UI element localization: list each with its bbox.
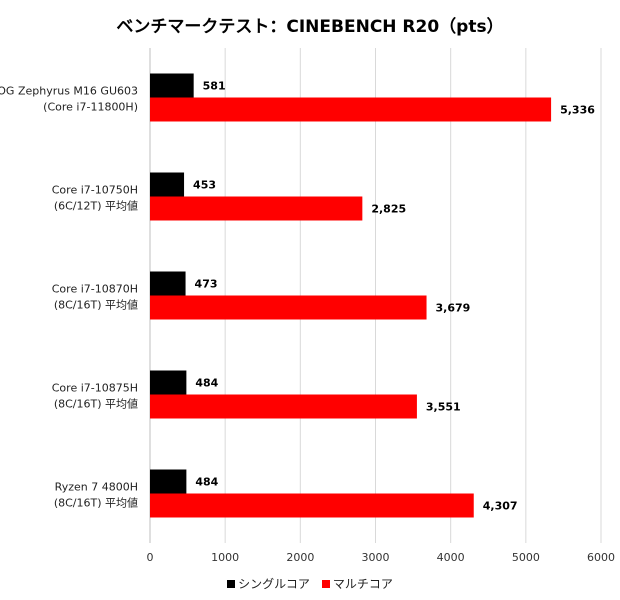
data-label: 3,551 (426, 401, 461, 414)
legend: シングルコア マルチコア (0, 575, 620, 592)
x-tick-label: 1000 (211, 551, 239, 564)
category-label: Ryzen 7 4800H (55, 481, 138, 494)
category-label: Core i7-10750H (52, 184, 138, 197)
data-label: 4,307 (483, 500, 518, 513)
data-label: 581 (203, 80, 226, 93)
legend-swatch (227, 580, 236, 588)
category-label: ROG Zephyrus M16 GU603 (0, 85, 138, 98)
x-tick-label: 5000 (512, 551, 540, 564)
data-label: 5,336 (560, 104, 595, 117)
data-label: 453 (193, 179, 216, 192)
category-label: (8C/16T) 平均値 (54, 497, 138, 510)
bar-multi-core (150, 493, 474, 518)
category-label: Core i7-10870H (52, 283, 138, 296)
bar-single-core (150, 370, 187, 395)
legend-swatch (321, 580, 330, 588)
data-label: 484 (195, 476, 218, 489)
chart-title: ベンチマークテスト：CINEBENCH R20（pts） (116, 17, 504, 37)
x-tick-label: 4000 (437, 551, 465, 564)
data-label: 3,679 (436, 302, 471, 315)
data-label: 484 (195, 377, 218, 390)
category-label: (Core i7-11800H) (43, 101, 138, 114)
bar-single-core (150, 73, 194, 98)
legend-label: マルチコア (332, 577, 393, 591)
bar-multi-core (150, 295, 427, 320)
bar-single-core (150, 271, 186, 296)
legend-item: シングルコア (227, 575, 310, 592)
category-label: (8C/16T) 平均値 (54, 299, 138, 312)
data-label: 473 (195, 278, 218, 291)
category-label: Core i7-10875H (52, 382, 138, 395)
data-label: 2,825 (371, 203, 406, 216)
x-tick-label: 6000 (587, 551, 615, 564)
bar-multi-core (150, 394, 417, 419)
category-label: (8C/16T) 平均値 (54, 398, 138, 411)
legend-label: シングルコア (238, 577, 310, 591)
legend-item: マルチコア (321, 575, 393, 592)
bar-multi-core (150, 196, 363, 221)
x-tick-label: 0 (147, 551, 154, 564)
labels: 0 1000 2000 3000 4000 5000 6000 581 5,336 ROG Zep… (0, 80, 615, 565)
x-tick-label: 3000 (362, 551, 390, 564)
x-tick-label: 2000 (286, 551, 314, 564)
category-label: (6C/12T) 平均値 (54, 200, 138, 213)
bar-multi-core (150, 97, 552, 122)
bar-single-core (150, 172, 185, 197)
bars (150, 73, 552, 518)
bar-single-core (150, 469, 187, 494)
